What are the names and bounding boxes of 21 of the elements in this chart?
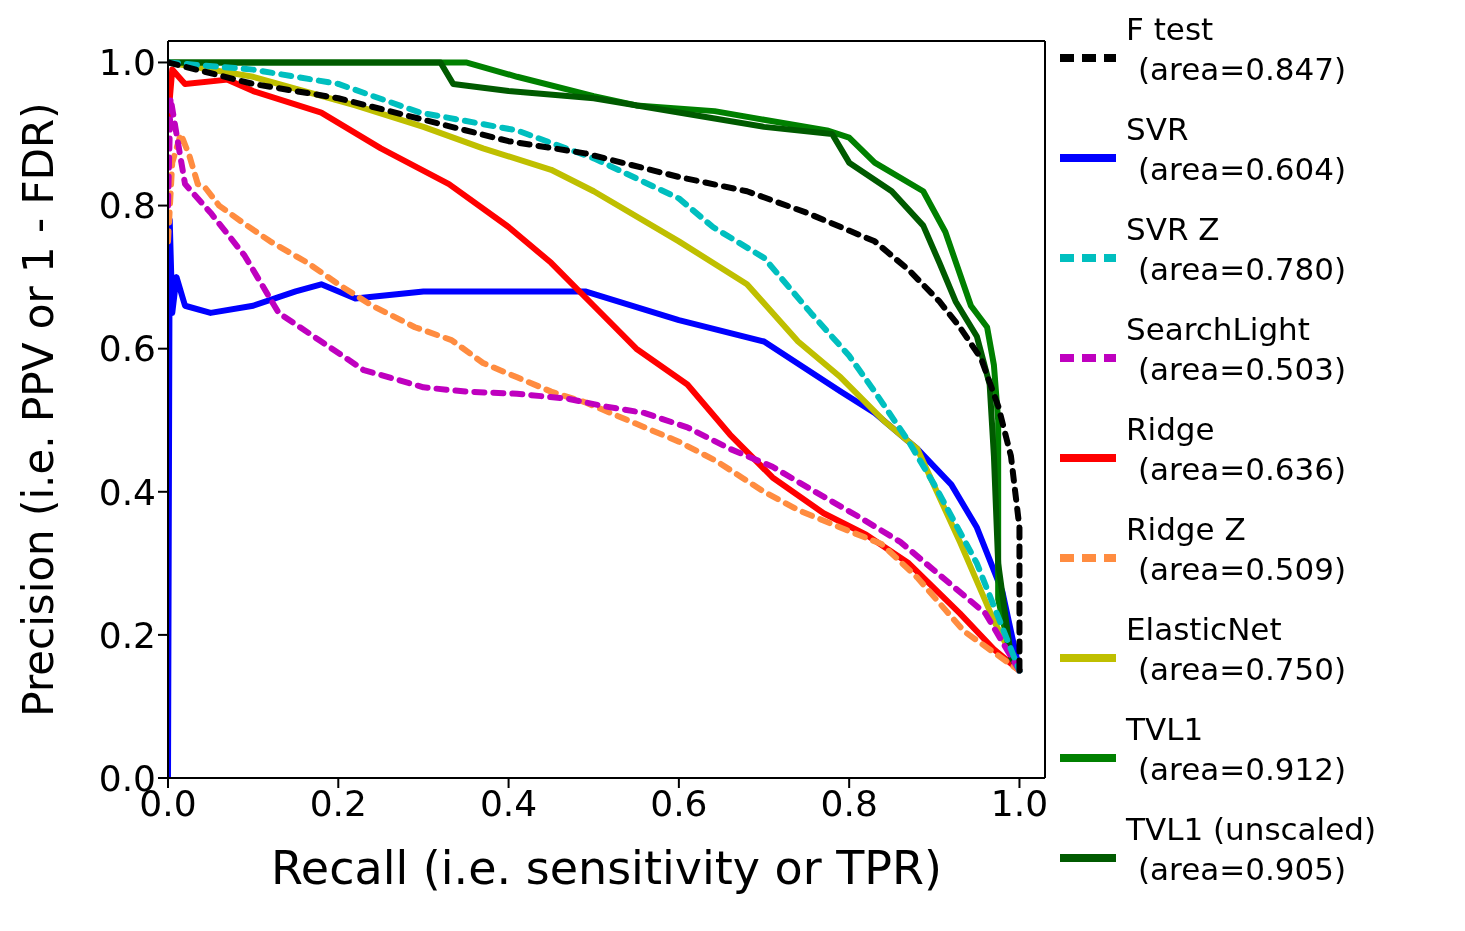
legend-label: TVL1 (unscaled) (area=0.905) (1126, 810, 1377, 889)
y-axis-title: Precision (i.e. PPV or 1 - FDR) (13, 102, 63, 717)
legend-label: TVL1 (area=0.912) (1126, 710, 1347, 789)
legend-label: F test (area=0.847) (1126, 10, 1347, 89)
x-axis-title: Recall (i.e. sensitivity or TPR) (270, 841, 943, 895)
y-tick-label: 0.2 (98, 614, 156, 656)
legend-label: Ridge Z (area=0.509) (1126, 510, 1347, 589)
y-tick-label: 0.6 (98, 328, 156, 370)
x-tick-label: 0.8 (820, 782, 878, 824)
y-tick-label: 1.0 (98, 42, 156, 84)
legend-label: ElasticNet (area=0.750) (1126, 610, 1347, 689)
y-tick-label: 0.8 (98, 185, 156, 227)
x-tick-label: 0.6 (650, 782, 708, 824)
legend-label: SVR (area=0.604) (1126, 110, 1347, 189)
x-tick-label: 0.2 (309, 782, 367, 824)
legend-label: Ridge (area=0.636) (1126, 410, 1347, 489)
legend-label: SVR Z (area=0.780) (1126, 210, 1347, 289)
legend-label: SearchLight (area=0.503) (1126, 310, 1347, 389)
x-tick-label: 1.0 (990, 782, 1049, 824)
x-tick-label: 0.4 (479, 782, 538, 824)
y-tick-label: 0.4 (98, 471, 156, 513)
